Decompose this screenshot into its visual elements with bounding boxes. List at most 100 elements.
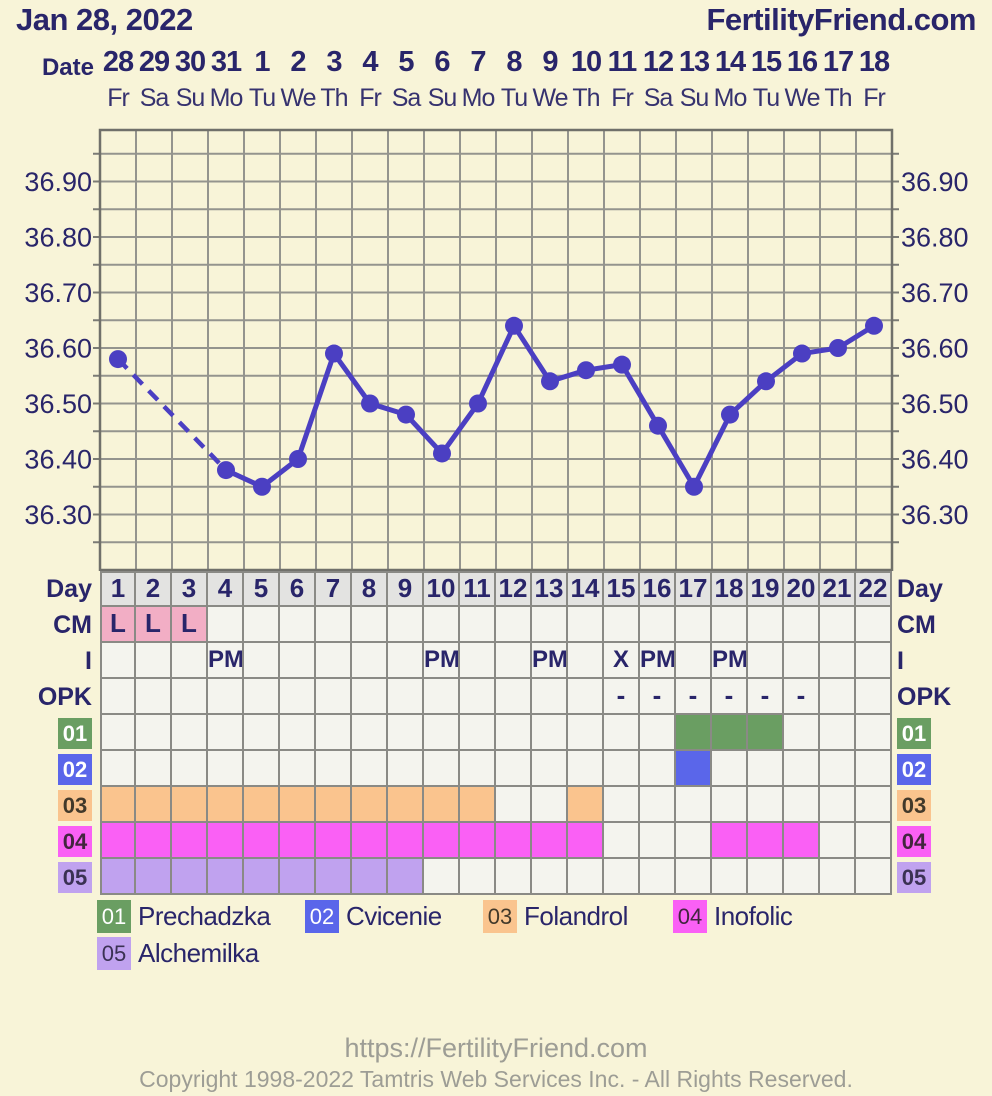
weekday-tick: Sa	[643, 84, 674, 112]
med-cell	[784, 751, 820, 787]
weekday-tick: Tu	[248, 84, 276, 112]
temp-segment-dashed	[116, 357, 228, 472]
med-cell	[460, 859, 496, 895]
med-cell	[604, 751, 640, 787]
med-cell	[496, 859, 532, 895]
legend-chip-01: 01	[97, 899, 131, 933]
legend-name-01: Prechadzka	[138, 900, 271, 931]
date-tick: 12	[642, 46, 674, 78]
row-label-left: I	[85, 647, 92, 675]
date-tick: 2	[290, 46, 306, 78]
med-cell	[316, 751, 352, 787]
row-label-left: OPK	[37, 683, 92, 711]
intercourse-cell	[136, 643, 172, 679]
intercourse-cell	[100, 643, 136, 679]
med-row-label-left: 04	[0, 823, 100, 859]
date-tick: 10	[570, 46, 602, 78]
row-label-left: Day	[46, 575, 92, 603]
med-cell	[208, 823, 244, 859]
med-cell	[640, 787, 676, 823]
med-cell	[172, 715, 208, 751]
intercourse-cell	[856, 643, 892, 679]
intercourse-cell: PM	[208, 643, 244, 679]
day-cell: 20	[784, 571, 820, 607]
opk-cell: -	[784, 679, 820, 715]
opk-cell	[532, 679, 568, 715]
med-cell	[136, 823, 172, 859]
intercourse-row: I PM PM PM X PM PM I	[0, 643, 992, 679]
med-cell	[568, 751, 604, 787]
med-cell	[532, 823, 568, 859]
cm-cell	[424, 607, 460, 643]
med-cell	[784, 787, 820, 823]
y-axis-label-left: 36.70	[24, 278, 92, 308]
footer-url[interactable]: https://FertilityFriend.com	[344, 1033, 648, 1063]
y-axis-label-right: 36.50	[901, 389, 969, 419]
med-row-label-left: 01	[0, 715, 100, 751]
date-axis-label: Date	[41, 54, 94, 81]
med-cell	[820, 823, 856, 859]
med-cell	[784, 859, 820, 895]
cm-cell	[244, 607, 280, 643]
weekday-tick: Fr	[611, 84, 634, 112]
med-cell	[856, 715, 892, 751]
rows-grid: Day 1 2 3 4 5 6 7 8 9 10 11 12 13 14 15 16 17 18 19 20 21 22 Da…	[0, 571, 992, 895]
date-tick: 29	[138, 46, 170, 78]
med-cell	[532, 751, 568, 787]
med-cell	[280, 715, 316, 751]
temp-segment	[691, 413, 733, 488]
opk-cell	[316, 679, 352, 715]
med-cell	[424, 751, 460, 787]
intercourse-cell	[496, 643, 532, 679]
med-cell	[388, 751, 424, 787]
med-cell	[676, 715, 712, 751]
day-cell: 7	[316, 571, 352, 607]
day-cell: 17	[676, 571, 712, 607]
med-cell	[316, 787, 352, 823]
temp-point-day-16	[649, 416, 667, 435]
date-tick: 13	[678, 46, 710, 78]
med-cell	[100, 859, 136, 895]
cm-cell: L	[136, 607, 172, 643]
med-cell	[244, 823, 280, 859]
weekday-tick: Su	[175, 84, 206, 112]
opk-cell	[136, 679, 172, 715]
date-axis-values: 28 29 30 31 1 2 3 4 5 6 7 8 9 10 11 12 13 14 15 16 17 18	[100, 46, 892, 79]
temp-segment	[475, 324, 517, 405]
med-cell	[748, 715, 784, 751]
med-cell	[568, 787, 604, 823]
date-tick: 16	[786, 46, 818, 78]
day-cell: 12	[496, 571, 532, 607]
med-cell	[208, 751, 244, 787]
med-cell	[388, 823, 424, 859]
day-cell: 22	[856, 571, 892, 607]
med-cell	[676, 823, 712, 859]
intercourse-cell	[460, 643, 496, 679]
opk-cell	[388, 679, 424, 715]
med-cell	[784, 823, 820, 859]
weekday-tick: Mo	[461, 84, 496, 112]
opk-cell	[352, 679, 388, 715]
med-cell	[352, 751, 388, 787]
medication-legend: 01 Prechadzka 02 Cvicenie 03 Folandrol 04 Inofo…	[97, 899, 917, 975]
cm-cell	[568, 607, 604, 643]
row-label-right: OPK	[897, 683, 952, 711]
med-cell	[784, 715, 820, 751]
med-cell	[244, 859, 280, 895]
temp-point-day-17	[685, 477, 703, 496]
med-cell	[748, 823, 784, 859]
med-row-04: 04 04	[0, 823, 992, 859]
temp-point-day-18	[721, 405, 739, 424]
temp-point-day-6	[289, 450, 307, 468]
day-cell: 19	[748, 571, 784, 607]
med-cell	[100, 751, 136, 787]
med-cell	[640, 715, 676, 751]
opk-cell	[856, 679, 892, 715]
med-cell	[712, 859, 748, 895]
legend-chip-03: 03	[483, 899, 517, 933]
med-cell	[712, 787, 748, 823]
med-cell	[460, 715, 496, 751]
legend-name-02: Cvicenie	[346, 900, 442, 931]
date-tick: 9	[542, 46, 558, 78]
med-cell	[604, 823, 640, 859]
